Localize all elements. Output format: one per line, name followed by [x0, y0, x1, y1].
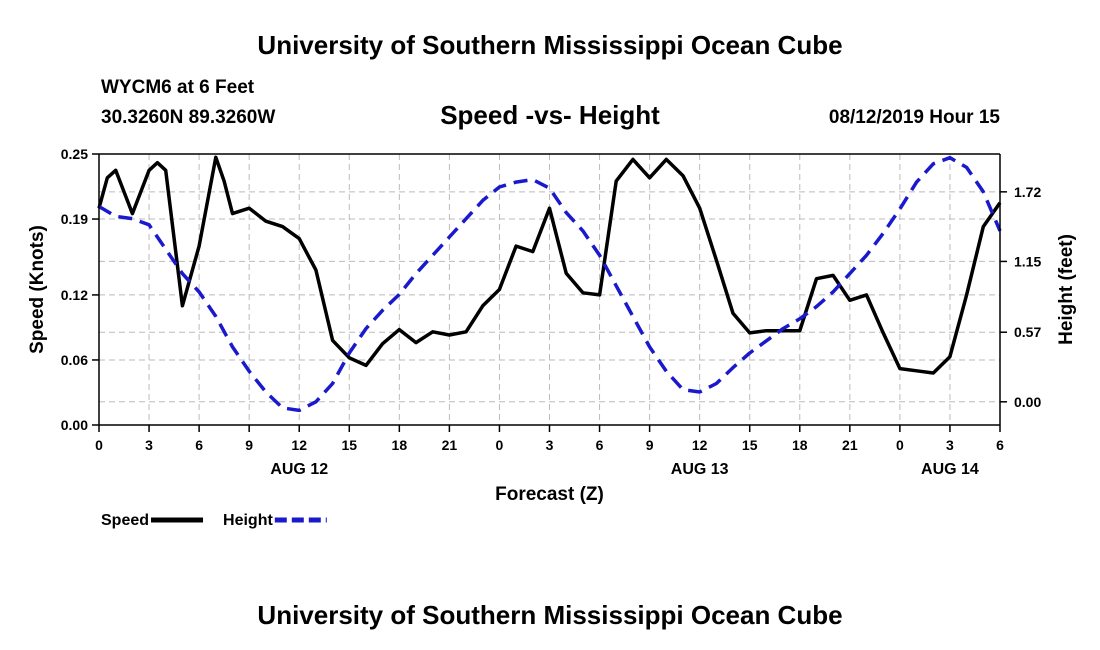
x-tick-label: 3	[145, 437, 153, 453]
footer-title: University of Southern Mississippi Ocean…	[257, 600, 843, 630]
station-label: WYCM6 at 6 Feet	[101, 77, 255, 98]
x-tick-label: 9	[245, 437, 253, 453]
y2-tick-label: 0.00	[1014, 394, 1041, 410]
y-tick-label: 0.00	[61, 417, 88, 433]
x-tick-label: 6	[596, 437, 604, 453]
x-date-label: AUG 12	[270, 461, 328, 478]
page-title: University of Southern Mississippi Ocean…	[257, 30, 843, 60]
x-date-label: AUG 13	[671, 461, 729, 478]
x-tick-label: 3	[546, 437, 554, 453]
series-line-speed	[97, 155, 1002, 375]
x-tick-label: 3	[946, 437, 954, 453]
series-line-height	[98, 155, 1002, 413]
y-tick-label: 0.06	[61, 352, 88, 368]
x-tick-label: 18	[392, 437, 408, 453]
y-axis-title-left: Speed (Knots)	[27, 225, 48, 354]
x-tick-label: 15	[742, 437, 758, 453]
x-tick-label: 0	[496, 437, 504, 453]
x-axis-title: Forecast (Z)	[495, 484, 604, 505]
x-tick-label: 12	[692, 437, 708, 453]
y-axis-title-right: Height (feet)	[1056, 234, 1077, 345]
x-tick-label: 0	[896, 437, 904, 453]
y2-tick-label: 1.15	[1014, 253, 1041, 269]
chart-subtitle: Speed -vs- Height	[440, 100, 660, 130]
forecast-datetime: 08/12/2019 Hour 15	[828, 107, 1000, 128]
station-coordinates: 30.3260N 89.3260W	[101, 107, 276, 128]
x-tick-label: 21	[842, 437, 858, 453]
x-tick-label: 18	[792, 437, 808, 453]
x-tick-label: 0	[95, 437, 103, 453]
y2-tick-label: 0.57	[1014, 324, 1041, 340]
x-tick-label: 9	[646, 437, 654, 453]
legend-label: Height	[223, 512, 273, 529]
x-tick-label: 12	[291, 437, 307, 453]
y-tick-label: 0.25	[61, 146, 88, 162]
x-date-label: AUG 14	[921, 461, 979, 478]
legend-label: Speed	[101, 512, 149, 529]
y-tick-label: 0.12	[61, 287, 88, 303]
x-tick-label: 21	[442, 437, 458, 453]
y-tick-label: 0.19	[61, 211, 88, 227]
x-tick-label: 6	[996, 437, 1004, 453]
x-tick-label: 6	[195, 437, 203, 453]
y2-tick-label: 1.72	[1014, 184, 1041, 200]
x-tick-label: 15	[341, 437, 357, 453]
